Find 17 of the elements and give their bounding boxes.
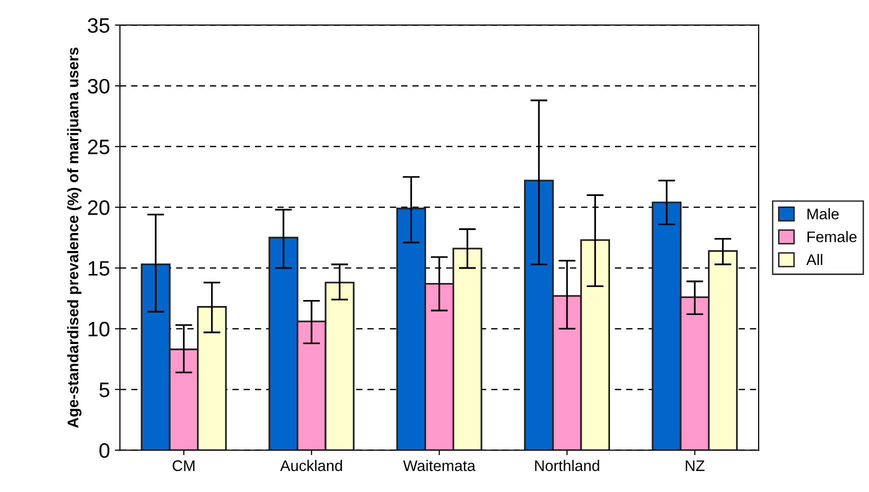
x-tick-label: Northland bbox=[535, 460, 600, 472]
legend-label: Male bbox=[808, 208, 839, 220]
x-tick-label: NZ bbox=[686, 460, 704, 471]
y-tick-label: 35 bbox=[88, 18, 110, 33]
x-tick-label: Auckland bbox=[280, 460, 342, 472]
y-tick-label: 25 bbox=[88, 140, 110, 154]
y-tick-label: 20 bbox=[88, 200, 110, 216]
x-tick-label: CM bbox=[172, 460, 194, 472]
y-tick-label: 10 bbox=[88, 322, 110, 336]
y-tick-label: 0 bbox=[99, 443, 110, 458]
y-axis-title: Age-standardised prevalence (%) of marijuana users bbox=[67, 48, 82, 428]
y-tick-label: 30 bbox=[88, 78, 110, 94]
legend-label: All bbox=[806, 254, 822, 265]
y-tick-label: 5 bbox=[99, 382, 110, 398]
y-tick-label: 15 bbox=[88, 261, 110, 276]
legend-label: Female bbox=[808, 231, 857, 242]
x-tick-label: Waitemata bbox=[403, 460, 476, 472]
